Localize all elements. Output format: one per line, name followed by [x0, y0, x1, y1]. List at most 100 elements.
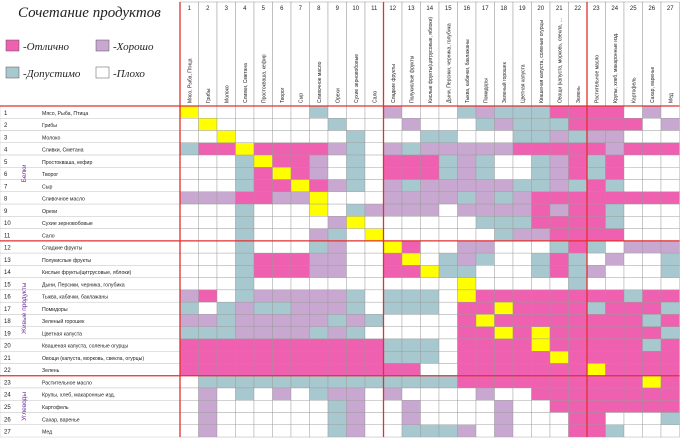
cell: [420, 424, 440, 438]
cell: [253, 216, 273, 229]
cell: [438, 228, 458, 242]
cell: [660, 289, 680, 303]
cell: [346, 179, 366, 193]
row-header-3: [0, 130, 181, 143]
cell: [235, 289, 255, 303]
cell: [623, 375, 643, 389]
cell: [401, 179, 421, 193]
cell: [438, 240, 458, 254]
column-label: Мясо, Рыба, Птица: [187, 58, 193, 103]
cell: [549, 265, 569, 278]
cell: [438, 191, 458, 205]
cell: [586, 265, 606, 278]
cell: [568, 118, 588, 131]
cell: [272, 216, 292, 229]
cell: [586, 301, 606, 315]
cell: [586, 228, 606, 242]
cell: [549, 203, 569, 217]
cell: [642, 154, 662, 168]
cell: [198, 301, 218, 315]
cell: [401, 400, 421, 413]
cell: [568, 326, 588, 340]
cell: [531, 424, 551, 438]
cell: [494, 240, 514, 254]
cell: [327, 412, 347, 425]
cell: [179, 289, 199, 303]
cell: [494, 375, 514, 389]
cell: [346, 326, 366, 340]
cell: [512, 252, 532, 266]
cell: [549, 252, 569, 266]
cell: [401, 424, 421, 438]
cell: [401, 105, 421, 119]
column-number: 19: [519, 6, 526, 12]
legend-swatch-acceptable: [5, 66, 20, 79]
cell: [642, 167, 662, 180]
cell: [198, 130, 218, 143]
row-header-27: [0, 424, 181, 438]
row-number: 3: [4, 135, 8, 141]
cell: [290, 375, 310, 389]
cell: [512, 240, 532, 254]
row-label: Дыни, Персики, черника, голубика: [42, 282, 125, 288]
column-number: 1: [188, 6, 192, 12]
cell: [383, 326, 403, 340]
cell: [549, 228, 569, 242]
cell: [216, 118, 236, 131]
cell: [383, 363, 403, 376]
cell: [642, 351, 662, 364]
cell: [494, 314, 514, 327]
cell: [198, 363, 218, 376]
cell: [531, 130, 551, 143]
row-label: Сыр: [42, 184, 52, 190]
cell: [660, 375, 680, 389]
row-label: Молоко: [42, 135, 60, 141]
cell: [327, 326, 347, 340]
cell: [605, 387, 625, 401]
cell: [549, 351, 569, 364]
cell: [494, 351, 514, 364]
cell: [457, 387, 477, 401]
cell: [475, 277, 495, 291]
cell: [253, 412, 273, 425]
cell: [549, 216, 569, 229]
column-label: Растительное масло: [594, 55, 600, 103]
cell: [494, 326, 514, 340]
cell: [642, 216, 662, 229]
cell: [586, 289, 606, 303]
cell: [179, 142, 199, 156]
cell: [216, 252, 236, 266]
cell: [660, 400, 680, 413]
column-label: Молоко: [224, 85, 230, 103]
cell: [216, 167, 236, 180]
cell: [327, 277, 347, 291]
cell: [235, 400, 255, 413]
cell: [642, 424, 662, 438]
cell: [494, 105, 514, 119]
row-number: 21: [4, 356, 11, 362]
cell: [198, 154, 218, 168]
cell: [253, 277, 273, 291]
cell: [457, 301, 477, 315]
cell: [346, 154, 366, 168]
row-number: 20: [4, 344, 11, 350]
cell: [494, 277, 514, 291]
cell: [235, 277, 255, 291]
cell: [457, 400, 477, 413]
cell: [549, 240, 569, 254]
cell: [438, 387, 458, 401]
cell: [586, 105, 606, 119]
cell: [401, 191, 421, 205]
cell: [494, 154, 514, 168]
cell: [235, 424, 255, 438]
column-label: Зеленый горошек: [501, 61, 508, 103]
cell: [586, 142, 606, 156]
row-label: Овощи (капуста, морковь, свекла, огурцы): [42, 356, 144, 362]
cell: [327, 375, 347, 389]
cell: [457, 338, 477, 352]
cell: [568, 375, 588, 389]
cell: [235, 387, 255, 401]
cell: [568, 351, 588, 364]
cell: [401, 387, 421, 401]
cell: [605, 289, 625, 303]
